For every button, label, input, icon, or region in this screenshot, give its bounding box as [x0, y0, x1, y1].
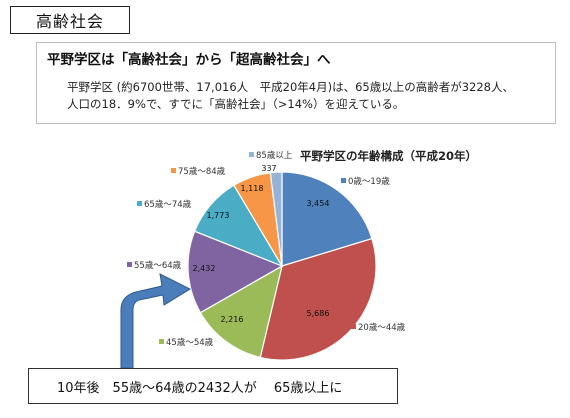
slice-category-label: 55歳～64歳 [134, 260, 182, 271]
slice-value-label: 1,118 [241, 184, 264, 193]
slice-value-label: 5,686 [307, 309, 330, 318]
info-heading: 平野学区は「高齢社会」から「超高齢社会」へ [47, 52, 331, 68]
pie-slice [199, 264, 283, 359]
info-box: 平野学区は「高齢社会」から「超高齢社会」へ 平野学区 (約6700世帯、17,0… [36, 42, 556, 124]
legend-swatch [127, 262, 132, 267]
pie-slice [187, 230, 284, 314]
slice-category-label: 20歳～44歳 [358, 322, 406, 333]
page-title: 高齢社会 [10, 6, 130, 34]
legend-swatch [171, 168, 176, 173]
slice-category-label: 45歳～54歳 [166, 337, 214, 348]
legend-swatch [137, 201, 142, 206]
slice-value-label: 1,773 [207, 211, 230, 220]
slice-value-label: 2,432 [193, 264, 216, 273]
chart-title: 平野学区の年齢構成（平成20年） [300, 149, 477, 163]
slice-value-label: 2,216 [221, 315, 244, 324]
info-body-line-1: 平野学区 (約6700世帯、17,016人 平成20年4月)は、65歳以上の高齢… [67, 80, 514, 94]
legend-swatch [249, 152, 254, 157]
legend-swatch [351, 324, 356, 329]
pie-slice [269, 171, 283, 267]
slice-value-label: 3,454 [307, 199, 330, 208]
info-body: 平野学区 (約6700世帯、17,016人 平成20年4月)は、65歳以上の高齢… [67, 79, 547, 113]
note-box: 10年後 55歳～64歳の2432人が 65歳以上に [28, 368, 398, 404]
slice-category-label: 65歳～74歳 [144, 199, 192, 210]
slice-category-label: 85歳以上 [256, 150, 293, 161]
pie-slice [259, 237, 377, 361]
arrow-up-icon [120, 273, 192, 369]
slice-category-label: 75歳～84歳 [178, 166, 226, 177]
slice-value-label: 337 [261, 164, 276, 173]
pie-slice [281, 171, 373, 267]
slice-category-label: 0歳～19歳 [348, 176, 390, 187]
legend-swatch [341, 178, 346, 183]
legend-swatch [159, 339, 164, 344]
info-body-line-2: 人口の18．9%で、すでに「高齢社会」（>14%）を迎えている。 [67, 97, 405, 111]
